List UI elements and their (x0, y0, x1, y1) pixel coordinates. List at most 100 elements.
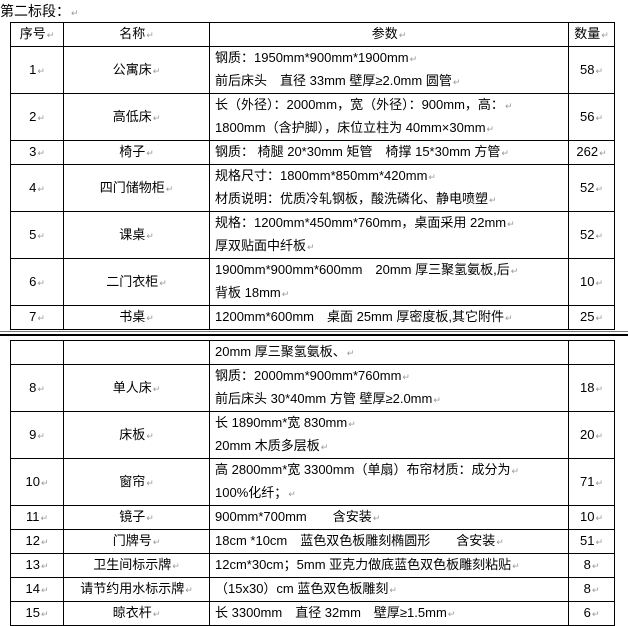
table-row: 6 二门衣柜 1900mm*900mm*600mm 20mm 厚三聚氢氨板,后背板 … (10, 258, 615, 306)
item-params: 高 2800mm*宽 3300mm（单扇）布帘材质：成分为100%化纤； (209, 458, 569, 506)
item-quantity: 25 (580, 309, 603, 324)
row-number: 7 (29, 309, 45, 324)
param-line: 长 1890mm*宽 830mm (215, 412, 565, 435)
item-name: 课桌 (119, 227, 154, 242)
param-line: （15x30）cm 蓝色双色板雕刻 (215, 578, 565, 601)
item-params: 1200mm*600mm 桌面 25mm 厚密度板,其它附件 (209, 305, 569, 330)
item-quantity: 52 (580, 227, 603, 242)
table-row-continuation: 20mm 厚三聚氢氨板、 (10, 340, 615, 365)
continuation-params: 20mm 厚三聚氢氨板、 (215, 344, 354, 359)
param-line: 材质说明：优质冷轧钢板，酸洗磷化、静电喷塑 (215, 188, 565, 211)
item-params: 规格：1200mm*450mm*760mm，桌面采用 22mm厚双贴面中纤板 (209, 211, 569, 259)
item-name: 卫生间标示牌 (93, 557, 180, 572)
item-params: 12cm*30cm；5mm 亚克力做底蓝色双色板雕刻粘贴 (209, 553, 569, 578)
item-name: 镜子 (119, 509, 154, 524)
table-row: 11 镜子 900mm*700mm 含安装 10 (10, 505, 615, 530)
item-params: 长 1890mm*宽 830mm20mm 木质多层板 (209, 411, 569, 459)
item-name: 门牌号 (113, 533, 161, 548)
item-params: 规格尺寸：1800mm*850mm*420mm材质说明：优质冷轧钢板，酸洗磷化、… (209, 164, 569, 212)
header-no: 序号 (20, 26, 55, 41)
param-line: 20mm 木质多层板 (215, 435, 565, 458)
item-name: 床板 (119, 427, 154, 442)
param-line: 钢质：2000mm*900mm*760mm (215, 365, 565, 388)
table-row: 3 椅子 钢质： 椅腿 20*30mm 矩管 椅撑 15*30mm 方管 262 (10, 140, 615, 165)
item-quantity: 262 (576, 144, 606, 159)
item-quantity: 10 (580, 274, 603, 289)
table-row: 15 晾衣杆 长 3300mm 直径 32mm 壁厚≥1.5mm 6 (10, 601, 615, 626)
table-row: 1 公寓床 钢质：1950mm*900mm*1900mm前后床头 直径 33mm 壁… (10, 46, 615, 94)
row-number: 14 (25, 581, 48, 596)
item-quantity: 10 (580, 509, 603, 524)
row-number: 12 (25, 533, 48, 548)
row-number: 13 (25, 557, 48, 572)
page-break-divider (0, 334, 628, 336)
item-quantity: 8 (584, 557, 600, 572)
row-number: 1 (29, 62, 45, 77)
item-params: 钢质： 椅腿 20*30mm 矩管 椅撑 15*30mm 方管 (209, 140, 569, 165)
row-number: 8 (29, 380, 45, 395)
item-name: 高低床 (113, 109, 161, 124)
item-params: 钢质：1950mm*900mm*1900mm前后床头 直径 33mm 壁厚≥2.… (209, 46, 569, 94)
param-line: 钢质：1950mm*900mm*1900mm (215, 47, 565, 70)
param-line: 前后床头 30*40mm 方管 壁厚≥2.0mm (215, 388, 565, 411)
item-quantity: 6 (584, 605, 600, 620)
section-title: 第二标段： (0, 0, 628, 22)
item-params: （15x30）cm 蓝色双色板雕刻 (209, 577, 569, 602)
item-params: 长 3300mm 直径 32mm 壁厚≥1.5mm (209, 601, 569, 626)
param-line: 厚双贴面中纤板 (215, 235, 565, 258)
header-params: 参数 (372, 26, 407, 41)
item-params: 18cm *10cm 蓝色双色板雕刻椭圆形 含安装 (209, 529, 569, 554)
row-number: 4 (29, 180, 45, 195)
param-line: 钢质： 椅腿 20*30mm 矩管 椅撑 15*30mm 方管 (215, 141, 565, 164)
item-name: 四门储物柜 (100, 180, 174, 195)
table-row: 5 课桌 规格：1200mm*450mm*760mm，桌面采用 22mm厚双贴面中纤… (10, 211, 615, 259)
item-quantity: 51 (580, 533, 603, 548)
item-quantity: 52 (580, 180, 603, 195)
item-quantity: 18 (580, 380, 603, 395)
row-number: 15 (25, 605, 48, 620)
item-quantity: 8 (584, 581, 600, 596)
row-number: 5 (29, 227, 45, 242)
param-line: 规格：1200mm*450mm*760mm，桌面采用 22mm (215, 212, 565, 235)
table-row: 13 卫生间标示牌 12cm*30cm；5mm 亚克力做底蓝色双色板雕刻粘贴 8 (10, 553, 615, 578)
item-params: 1900mm*900mm*600mm 20mm 厚三聚氢氨板,后背板 18mm (209, 258, 569, 306)
item-params: 长（外径）：2000mm，宽（外径）：900mm，高：1800mm（含护脚），床… (209, 93, 569, 141)
page-break-line (0, 331, 628, 332)
item-quantity: 56 (580, 109, 603, 124)
item-name: 公寓床 (113, 62, 161, 77)
param-line: 前后床头 直径 33mm 壁厚≥2.0mm 圆管 (215, 70, 565, 93)
header-name: 名称 (119, 26, 154, 41)
param-line: 1200mm*600mm 桌面 25mm 厚密度板,其它附件 (215, 306, 565, 329)
row-number: 6 (29, 274, 45, 289)
item-name: 窗帘 (119, 474, 154, 489)
param-line: 长（外径）：2000mm，宽（外径）：900mm，高： (215, 94, 565, 117)
table-row: 7 书桌 1200mm*600mm 桌面 25mm 厚密度板,其它附件 25 (10, 305, 615, 330)
item-name: 二门衣柜 (106, 274, 167, 289)
param-line: 1900mm*900mm*600mm 20mm 厚三聚氢氨板,后 (215, 259, 565, 282)
param-line: 规格尺寸：1800mm*850mm*420mm (215, 165, 565, 188)
table-row: 8 单人床 钢质：2000mm*900mm*760mm前后床头 30*40mm 方管… (10, 364, 615, 412)
param-line: 长 3300mm 直径 32mm 壁厚≥1.5mm (215, 602, 565, 625)
item-name: 书桌 (119, 309, 154, 324)
param-line: 18cm *10cm 蓝色双色板雕刻椭圆形 含安装 (215, 530, 565, 553)
item-name: 椅子 (119, 144, 154, 159)
param-line: 100%化纤； (215, 482, 565, 505)
row-number: 3 (29, 144, 45, 159)
item-quantity: 20 (580, 427, 603, 442)
row-number: 10 (25, 474, 48, 489)
item-params: 钢质：2000mm*900mm*760mm前后床头 30*40mm 方管 壁厚≥… (209, 364, 569, 412)
table-row: 4 四门储物柜 规格尺寸：1800mm*850mm*420mm材质说明：优质冷轧钢板… (10, 164, 615, 212)
param-line: 12cm*30cm；5mm 亚克力做底蓝色双色板雕刻粘贴 (215, 554, 565, 577)
item-quantity: 58 (580, 62, 603, 77)
param-line: 1800mm（含护脚），床位立柱为 40mm×30mm (215, 117, 565, 140)
item-params: 900mm*700mm 含安装 (209, 505, 569, 530)
table-header-row: 序号 名称 参数 数量 (10, 22, 615, 47)
table-row: 2 高低床 长（外径）：2000mm，宽（外径）：900mm，高：1800mm（含护… (10, 93, 615, 141)
param-line: 高 2800mm*宽 3300mm（单扇）布帘材质：成分为 (215, 459, 565, 482)
item-name: 晾衣杆 (113, 605, 161, 620)
table-row: 10 窗帘 高 2800mm*宽 3300mm（单扇）布帘材质：成分为100%化纤；… (10, 458, 615, 506)
row-number: 2 (29, 109, 45, 124)
item-quantity: 71 (580, 474, 603, 489)
header-qty: 数量 (574, 26, 609, 41)
row-number: 9 (29, 427, 45, 442)
